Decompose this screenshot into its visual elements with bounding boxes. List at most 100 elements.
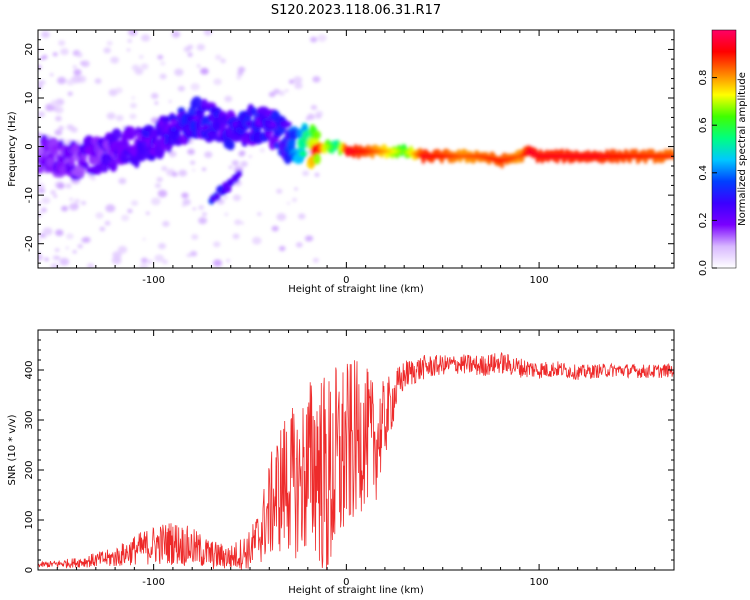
noise-cell xyxy=(140,34,151,42)
ridge-cell xyxy=(143,124,155,132)
noise-cell xyxy=(55,115,62,122)
noise-cell xyxy=(278,90,285,96)
ridge-cell xyxy=(109,158,118,173)
noise-cell xyxy=(42,227,53,236)
noise-cell xyxy=(268,91,276,98)
noise-cell xyxy=(56,182,65,190)
noise-cell xyxy=(214,54,222,60)
noise-cell xyxy=(276,188,283,194)
noise-cell xyxy=(121,125,126,129)
noise-cell xyxy=(186,253,192,258)
noise-cell xyxy=(110,56,119,64)
noise-cell xyxy=(157,189,168,198)
noise-cell xyxy=(204,151,213,158)
noise-cell xyxy=(81,60,90,68)
ridge-cell xyxy=(122,140,130,149)
colorbar-tick-label: 0.2 xyxy=(698,212,709,228)
noise-cell xyxy=(150,197,161,206)
snr-x-tick-label: 100 xyxy=(530,577,549,588)
noise-cell xyxy=(273,88,280,95)
noise-cell xyxy=(65,183,72,189)
snr-panel: -100 0 100 0 100 200 300 400 Height of straight… xyxy=(7,329,675,596)
noise-cell xyxy=(291,197,298,202)
snr-marks xyxy=(38,351,674,570)
noise-cell xyxy=(50,190,56,195)
colorbar: 0.0 0.2 0.4 0.6 0.8 Normalized spectral ampl… xyxy=(698,29,748,276)
noise-cell xyxy=(171,172,178,177)
noise-cell xyxy=(117,245,128,254)
noise-cell xyxy=(192,207,197,211)
noise-cell xyxy=(297,213,306,220)
figure-title: S120.2023.118.06.31.R17 xyxy=(271,3,441,18)
noise-cell xyxy=(147,259,153,264)
noise-cell xyxy=(174,68,184,76)
noise-cell xyxy=(95,212,104,219)
noise-cell xyxy=(177,85,185,92)
noise-cell xyxy=(171,30,181,38)
ridge-cell xyxy=(74,164,86,178)
noise-cell xyxy=(181,192,189,199)
noise-cell xyxy=(67,91,73,96)
noise-cell xyxy=(41,196,51,205)
noise-cell xyxy=(39,233,45,238)
spectrogram-marks xyxy=(38,30,674,268)
noise-cell xyxy=(200,67,209,75)
noise-cell xyxy=(140,257,148,264)
noise-cell xyxy=(65,246,70,250)
noise-cell xyxy=(288,79,295,84)
ridge-cell xyxy=(226,141,235,151)
snr-y-tick-label: 100 xyxy=(24,510,35,529)
noise-cell xyxy=(54,129,63,136)
noise-cell xyxy=(162,259,168,265)
noise-cell xyxy=(239,150,246,156)
noise-cell xyxy=(302,170,310,177)
noise-cell xyxy=(38,111,46,118)
noise-cell xyxy=(154,254,164,263)
snr-y-tick-label: 0 xyxy=(24,567,35,573)
spectrogram-frame xyxy=(37,29,675,269)
snr-y-tick-label: 400 xyxy=(24,360,35,379)
noise-cell xyxy=(201,212,207,217)
ridge-cell xyxy=(46,157,55,168)
noise-cell xyxy=(310,104,318,111)
noise-cell xyxy=(77,244,83,249)
noise-cell xyxy=(182,198,191,206)
noise-cell xyxy=(161,166,168,172)
noise-cell xyxy=(190,83,200,91)
noise-cell xyxy=(38,182,45,190)
noise-cell xyxy=(168,100,172,103)
noise-cell xyxy=(158,242,166,250)
noise-cell xyxy=(72,250,77,254)
noise-cell xyxy=(127,208,133,214)
noise-cell xyxy=(127,39,132,43)
spectrogram-y-tick-label: 10 xyxy=(24,92,35,105)
noise-cell xyxy=(40,56,45,61)
noise-cell xyxy=(86,263,95,268)
noise-cell xyxy=(142,237,146,241)
noise-cell xyxy=(38,239,41,243)
noise-cell xyxy=(183,46,191,53)
noise-cell xyxy=(74,198,81,204)
noise-cell xyxy=(82,236,91,243)
snr-y-tick-label: 300 xyxy=(24,410,35,429)
spectrogram-y-tick-label: -20 xyxy=(24,236,35,252)
snr-ylabel: SNR (10 * v/v) xyxy=(7,414,18,485)
noise-cell xyxy=(212,259,223,267)
noise-cell xyxy=(58,40,66,46)
noise-cell xyxy=(69,202,79,211)
secondary-cell xyxy=(236,169,243,177)
noise-cell xyxy=(223,195,228,200)
noise-cell xyxy=(106,112,116,120)
noise-cell xyxy=(76,52,83,58)
noise-cell xyxy=(286,201,291,205)
noise-cell xyxy=(198,205,205,210)
noise-cell xyxy=(252,236,262,245)
ridge-cell xyxy=(313,130,321,140)
noise-cell xyxy=(237,66,246,73)
colorbar-tick-label: 0.4 xyxy=(698,165,709,181)
noise-cell xyxy=(314,172,320,177)
noise-cell xyxy=(118,177,127,185)
noise-cell xyxy=(231,160,239,166)
noise-cell xyxy=(196,64,201,68)
